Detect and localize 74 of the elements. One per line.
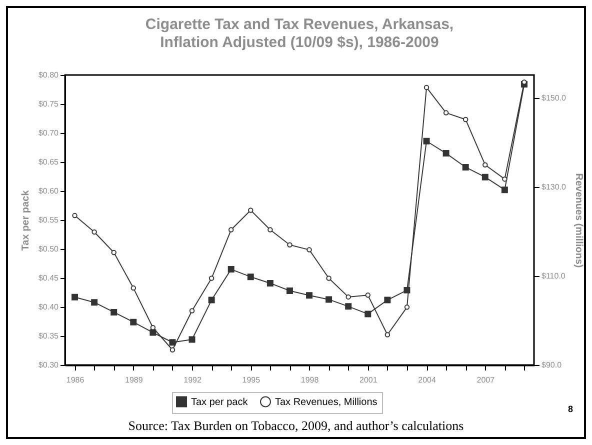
y-tick-label: $0.70: [38, 128, 60, 138]
legend-label: Tax per pack: [191, 396, 249, 408]
point: [286, 288, 293, 294]
point: [346, 294, 351, 300]
x-tick-label: 1989: [124, 376, 144, 384]
y-axis-title: Tax per pack: [20, 190, 32, 251]
text: 8: [568, 404, 574, 414]
point: [130, 285, 136, 291]
point: [326, 276, 332, 281]
point: [462, 164, 469, 170]
point: [91, 299, 98, 306]
point: [482, 162, 488, 168]
legend-label: Tax Revenues, Millions: [275, 396, 378, 408]
point: [424, 84, 430, 90]
x-tick-label: 2001: [359, 376, 378, 384]
point: [169, 339, 176, 346]
point: [384, 296, 391, 304]
x-tick-label: 2007: [476, 376, 496, 384]
x-tick-label: 1998: [300, 376, 320, 384]
point: [501, 186, 508, 194]
y-tick-label: $0.55: [38, 216, 60, 224]
y2-axis-title: Revenues (millions): [572, 173, 584, 268]
point: [345, 303, 352, 310]
point: [306, 292, 313, 299]
y-tick-label: $0.80: [38, 70, 60, 80]
point: [384, 332, 390, 338]
y2-tick-label: $150.0: [542, 94, 567, 103]
y-tick-label: $0.40: [38, 302, 60, 312]
x-tick-label: 1986: [66, 376, 85, 384]
point: [502, 176, 508, 182]
point: [248, 208, 254, 213]
point: [72, 212, 78, 218]
point: [150, 329, 156, 336]
point: [92, 229, 97, 235]
y2-tick-label: $90.0: [542, 360, 562, 370]
point: [442, 150, 450, 157]
point: [482, 174, 488, 180]
point: [443, 110, 449, 116]
x-tick-label: 2004: [418, 376, 436, 384]
point: [228, 227, 234, 232]
y-tick-label: $0.30: [38, 360, 60, 370]
point: [306, 247, 312, 252]
point: [266, 280, 274, 286]
y-tick-label: $0.60: [38, 186, 60, 196]
point: [188, 336, 196, 343]
chart-title: Cigarette Tax and Tax Revenues, Arkansas, Inflation Adjusted (10/09 $s), 1986-2009: [145, 16, 454, 51]
point: [130, 318, 137, 326]
y-tick-label: $0.35: [38, 332, 60, 340]
y-tick-label: $0.45: [38, 274, 60, 282]
source-note: Source: Tax Burden on Tobacco, 2009, and author’s calculations: [127, 418, 465, 434]
point: [462, 116, 468, 122]
y2-tick-label: $130.0: [542, 182, 567, 192]
y-tick-label: $0.75: [38, 100, 60, 108]
point: [326, 296, 332, 303]
point: [228, 266, 234, 273]
point: [404, 304, 410, 310]
point: [170, 347, 176, 352]
point: [208, 296, 215, 304]
point: [287, 242, 292, 248]
point: [268, 227, 273, 232]
y-tick-label: $0.65: [38, 158, 60, 166]
point: [208, 276, 214, 281]
point: [189, 308, 195, 314]
point: [111, 250, 116, 256]
point: [247, 274, 254, 280]
x-tick-label: 1992: [184, 376, 202, 384]
y-tick-label: $0.50: [38, 244, 60, 254]
x-tick-label: 1995: [242, 376, 261, 384]
y2-tick-label: $110.0: [542, 272, 566, 281]
point: [364, 310, 372, 318]
point: [72, 294, 78, 300]
point: [365, 292, 371, 298]
point: [110, 308, 118, 316]
point: [423, 138, 430, 144]
